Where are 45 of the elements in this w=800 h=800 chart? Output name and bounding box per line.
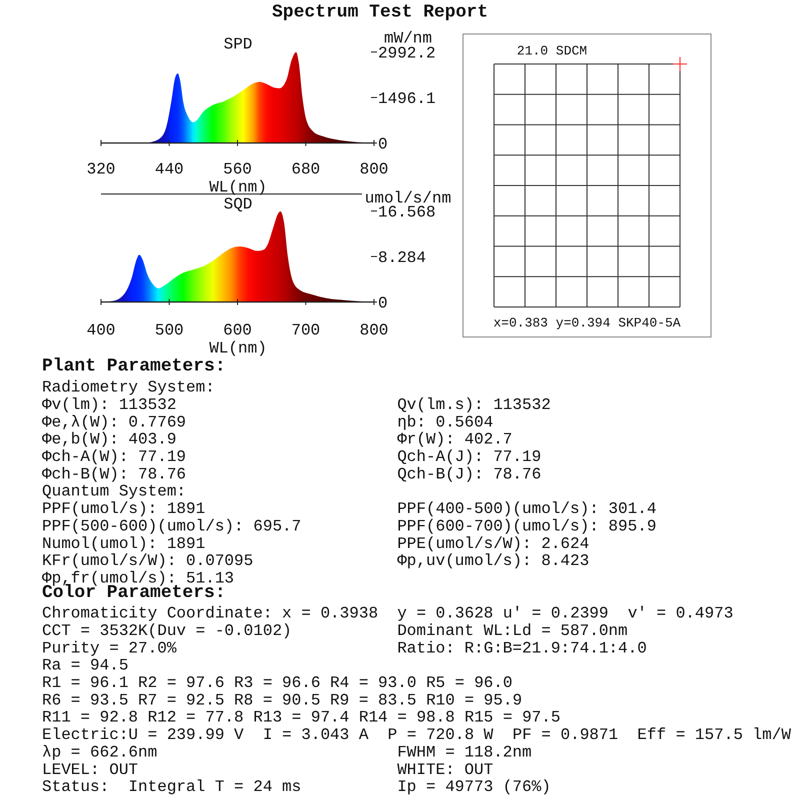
text: LEVEL: OUT WHITE: OUT [42, 760, 494, 779]
chart-subtitle: SPD [224, 36, 252, 54]
text: 21.0 SDCM [516, 44, 588, 59]
text: Φe,b(W): 403.9 Φr(W): 402.7 [42, 430, 512, 449]
text: Status: Integral T = 24 ms Ip = 49773 (76%) [42, 778, 551, 796]
x-axis-title: WL(nm) [209, 178, 267, 197]
text: PPF(500-600)(umol/s): 695.7 PPF(600-700)(umol/s): 895.9 [42, 517, 656, 536]
x-tick-label: 400 [86, 322, 116, 340]
x-tick-label: 800 [360, 322, 388, 340]
x-tick-label: 320 [86, 160, 116, 179]
y-tick-label: 0 [378, 294, 388, 313]
text: λp = 662.6nm FWHM = 118.2nm [42, 743, 532, 762]
text: Quantum System: [42, 482, 186, 501]
x-tick-label: 500 [154, 322, 184, 340]
text: Plant Parameters: [42, 356, 226, 376]
text: PPF(umol/s): 1891 PPF(400-500)(umol/s): 301.4 [42, 500, 656, 518]
text: Chromaticity Coordinate: x = 0.3938 y = 0.3628 u' = 0.2399 v' = 0.4973 [42, 604, 734, 623]
chart-title: SQD [224, 196, 252, 214]
text: Φch-A(W): 77.19 Qch-A(J): 77.19 [42, 448, 542, 466]
text: Φch-B(W): 78.76 Qch-B(J): 78.76 [42, 465, 542, 484]
text: R11 = 92.8 R12 = 77.8 R13 = 97.4 R14 = 98.8 R15 = 97.5 [42, 708, 560, 727]
y-tick-label: 1496.1 [378, 90, 436, 108]
text: R6 = 93.5 R7 = 92.5 R8 = 90.5 R9 = 83.5 R10 = 95.9 [42, 691, 522, 710]
text: Electric:U = 239.99 V I = 3.043 A P = 720.8 W PF = 0.9871 Eff = 157.5 lm/W [42, 726, 792, 744]
x-tick-label: 800 [360, 160, 388, 179]
text: Radiometry System: [42, 378, 215, 397]
chart-title: Spectrum Test Report [272, 2, 488, 22]
x-tick-label: 600 [223, 322, 252, 340]
x-axis-title: WL(nm) [209, 340, 267, 358]
text: Φe,λ(W): 0.7769 ηb: 0.5604 [42, 413, 494, 432]
x-tick-label: 560 [223, 160, 252, 179]
text: Numol(umol): 1891 PPE(umol/s/W): 2.624 [42, 534, 590, 553]
text: Φv(lm): 113532 Qv(lm.s): 113532 [42, 396, 551, 414]
x-tick-label: 680 [291, 160, 320, 179]
text: CCT = 3532K(Duv = -0.0102) Dominant WL:Ld = 587.0nm [42, 622, 628, 640]
x-tick-label: 440 [154, 160, 184, 179]
text: Ra = 94.5 [42, 656, 128, 675]
text: x=0.383 y=0.394 SKP40-5A [493, 316, 681, 331]
y-tick-label: 8.284 [378, 249, 426, 268]
text: R1 = 96.1 R2 = 97.6 R3 = 96.6 R4 = 93.0 R5 = 96.0 [42, 674, 512, 692]
text: KFr(umol/s/W): 0.07095 Φp,uv(umol/s): 8.423 [42, 552, 590, 570]
x-tick-label: 700 [291, 322, 320, 340]
y-tick-label: 0 [378, 136, 388, 154]
y-tick-label: 16.568 [378, 204, 436, 222]
text: Purity = 27.0% Ratio: R:G:B=21.9:74.1:4.0 [42, 639, 647, 658]
